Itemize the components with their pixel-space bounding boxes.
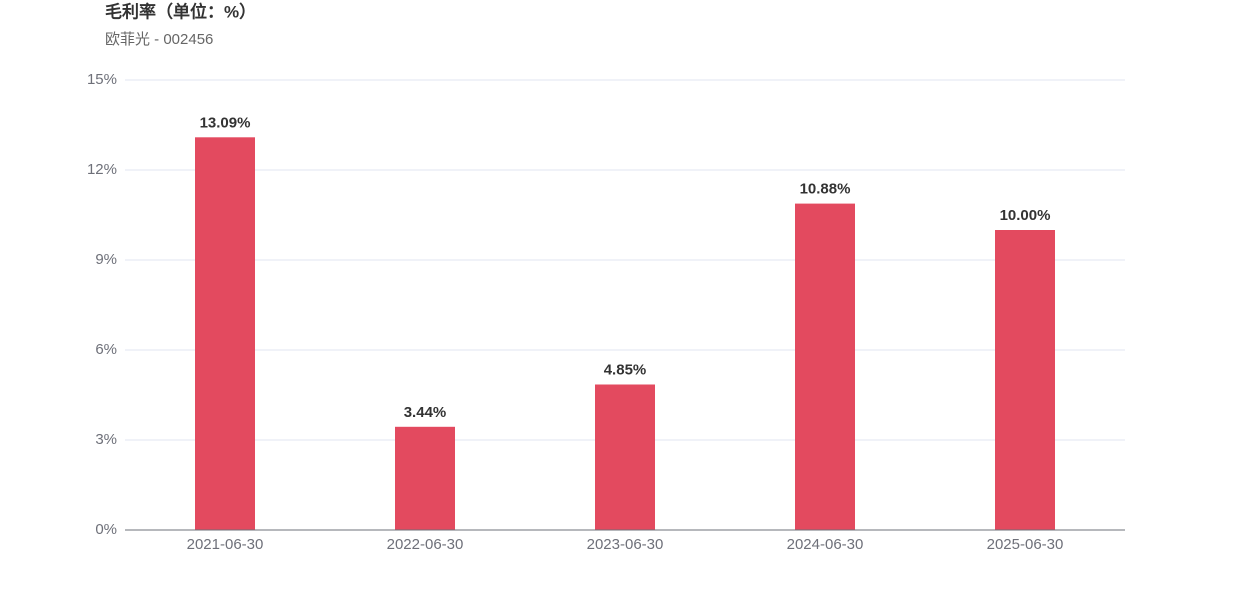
x-tick-label: 2021-06-30 bbox=[187, 536, 264, 553]
x-tick-label: 2022-06-30 bbox=[387, 536, 464, 553]
value-label: 10.88% bbox=[800, 181, 851, 198]
chart-subtitle: 欧菲光 - 002456 bbox=[105, 31, 213, 48]
y-tick-label: 6% bbox=[95, 341, 117, 358]
x-tick-label: 2023-06-30 bbox=[587, 536, 664, 553]
bar bbox=[195, 137, 255, 531]
bar bbox=[995, 230, 1055, 530]
value-label: 10.00% bbox=[1000, 207, 1051, 224]
y-tick-label: 12% bbox=[87, 161, 117, 178]
bar bbox=[395, 426, 455, 530]
y-tick-label: 0% bbox=[95, 521, 117, 538]
x-tick-label: 2024-06-30 bbox=[787, 536, 864, 553]
value-label: 4.85% bbox=[604, 361, 647, 378]
y-tick-label: 3% bbox=[95, 431, 117, 448]
y-tick-label: 9% bbox=[95, 251, 117, 268]
value-label: 13.09% bbox=[200, 114, 251, 131]
x-tick-label: 2025-06-30 bbox=[987, 536, 1064, 553]
y-tick-label: 15% bbox=[87, 71, 117, 88]
value-label: 3.44% bbox=[404, 404, 447, 421]
bar bbox=[595, 384, 655, 530]
bar bbox=[795, 203, 855, 530]
chart-title: 毛利率（单位：%） bbox=[105, 1, 256, 21]
plot: 2021-06-30 13.09% 2022-06-30 3.44% 2023-06-3… bbox=[187, 114, 1064, 553]
